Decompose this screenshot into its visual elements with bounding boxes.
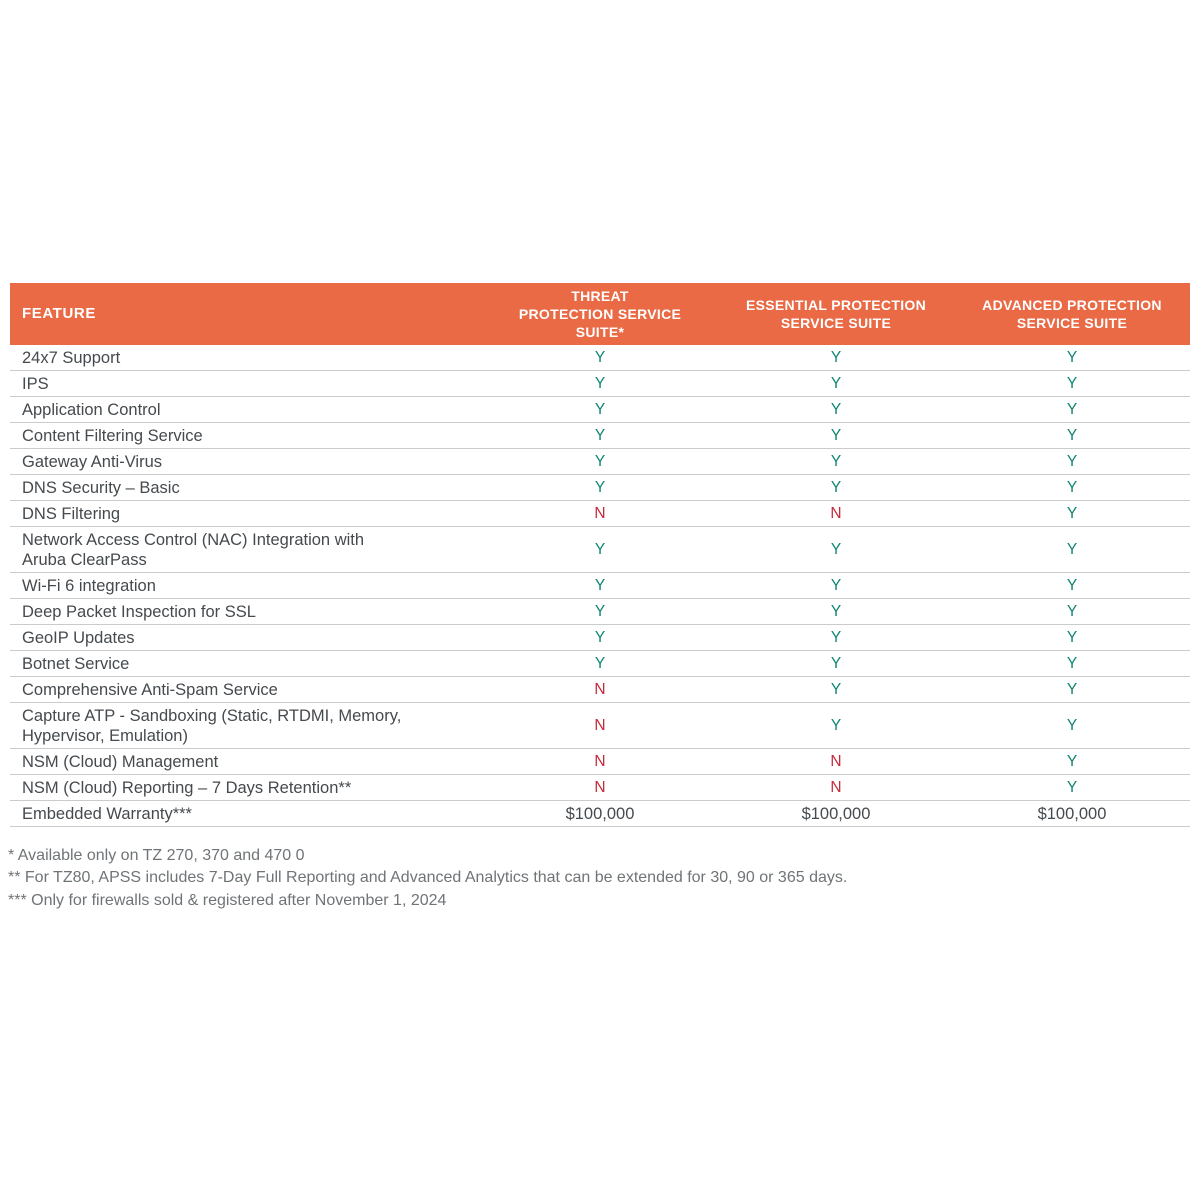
value-cell: Y [594, 400, 606, 418]
value-cell: Y [1066, 778, 1078, 796]
value-cell: $100,000 [801, 804, 871, 823]
value-cell: Y [830, 348, 842, 366]
value-cell: Y [1066, 752, 1078, 770]
table-row: DNS Security – Basic Y Y Y [10, 475, 1190, 501]
table-row: Wi-Fi 6 integration Y Y Y [10, 573, 1190, 599]
table-row: Deep Packet Inspection for SSL Y Y Y [10, 599, 1190, 625]
table-row: Network Access Control (NAC) Integration… [10, 527, 1190, 573]
value-cell: N [594, 752, 606, 770]
value-cell: Y [1066, 452, 1078, 470]
value-cell: Y [594, 478, 606, 496]
value-cell: Y [830, 452, 842, 470]
value-cell: Y [1066, 602, 1078, 620]
feature-cell: Embedded Warranty*** [22, 804, 192, 823]
table-body: 24x7 Support Y Y Y IPS Y Y Y Application Control… [10, 345, 1190, 827]
table-header-row: FEATURE THREAT PROTECTION SERVICE SUITE*… [10, 283, 1190, 345]
value-cell: Y [830, 426, 842, 444]
value-cell: N [830, 778, 842, 796]
feature-cell: Capture ATP - Sandboxing (Static, RTDMI,… [22, 706, 402, 745]
value-cell: Y [594, 374, 606, 392]
value-cell: Y [830, 716, 842, 734]
value-cell: Y [1066, 400, 1078, 418]
feature-cell: NSM (Cloud) Reporting – 7 Days Retention… [22, 778, 352, 797]
value-cell: Y [830, 680, 842, 698]
table-row: DNS Filtering N N Y [10, 501, 1190, 527]
feature-cell: 24x7 Support [22, 348, 121, 367]
header-advanced-protection-service-suite: ADVANCED PROTECTION SERVICE SUITE [982, 297, 1162, 331]
value-cell: Y [1066, 348, 1078, 366]
table-row: Capture ATP - Sandboxing (Static, RTDMI,… [10, 703, 1190, 749]
value-cell: Y [1066, 628, 1078, 646]
header-threat-protection-service-suite: THREAT PROTECTION SERVICE SUITE* [518, 288, 682, 340]
value-cell: N [594, 680, 606, 698]
value-cell: Y [830, 478, 842, 496]
value-cell: Y [594, 348, 606, 366]
feature-cell: Wi-Fi 6 integration [22, 576, 156, 595]
value-cell: Y [1066, 576, 1078, 594]
feature-cell: GeoIP Updates [22, 628, 135, 647]
value-cell: Y [594, 540, 606, 558]
value-cell: Y [830, 540, 842, 558]
value-cell: Y [1066, 716, 1078, 734]
footnote-1: * Available only on TZ 270, 370 and 470 … [8, 847, 305, 864]
feature-cell: DNS Security – Basic [22, 478, 180, 497]
feature-cell: Gateway Anti-Virus [22, 452, 163, 471]
value-cell: $100,000 [1037, 804, 1107, 823]
value-cell: Y [830, 400, 842, 418]
value-cell: Y [594, 602, 606, 620]
table-row: IPS Y Y Y [10, 371, 1190, 397]
footnote-3: *** Only for firewalls sold & registered… [8, 891, 447, 909]
comparison-table: FEATURE THREAT PROTECTION SERVICE SUITE*… [10, 283, 1190, 827]
table-row: NSM (Cloud) Management N N Y [10, 749, 1190, 775]
value-cell: $100,000 [565, 804, 635, 823]
table-row: GeoIP Updates Y Y Y [10, 625, 1190, 651]
value-cell: Y [1066, 504, 1078, 522]
header-essential-protection-service-suite: ESSENTIAL PROTECTION SERVICE SUITE [746, 297, 926, 331]
table-row: Botnet Service Y Y Y [10, 651, 1190, 677]
value-cell: Y [1066, 478, 1078, 496]
footnotes: * Available only on TZ 270, 370 and 470 … [8, 845, 1200, 912]
header-feature: FEATURE [22, 305, 96, 322]
table-row: Gateway Anti-Virus Y Y Y [10, 449, 1190, 475]
value-cell: Y [830, 374, 842, 392]
feature-cell: Network Access Control (NAC) Integration… [22, 530, 365, 569]
feature-cell: Comprehensive Anti-Spam Service [22, 680, 278, 699]
value-cell: Y [830, 576, 842, 594]
table-row: 24x7 Support Y Y Y [10, 345, 1190, 371]
table-row: Embedded Warranty*** $100,000 $100,000 $100… [10, 801, 1190, 827]
value-cell: Y [594, 654, 606, 672]
feature-cell: IPS [22, 374, 49, 393]
table-row: Content Filtering Service Y Y Y [10, 423, 1190, 449]
feature-cell: Deep Packet Inspection for SSL [22, 602, 256, 621]
feature-cell: Content Filtering Service [22, 426, 203, 445]
table-row: NSM (Cloud) Reporting – 7 Days Retention… [10, 775, 1190, 801]
value-cell: N [594, 716, 606, 734]
value-cell: N [594, 778, 606, 796]
value-cell: N [830, 752, 842, 770]
value-cell: Y [594, 452, 606, 470]
value-cell: Y [1066, 654, 1078, 672]
table-row: Application Control Y Y Y [10, 397, 1190, 423]
feature-cell: Botnet Service [22, 654, 130, 673]
value-cell: Y [1066, 426, 1078, 444]
value-cell: Y [830, 654, 842, 672]
feature-cell: NSM (Cloud) Management [22, 752, 219, 771]
table-row: Comprehensive Anti-Spam Service N Y Y [10, 677, 1190, 703]
value-cell: Y [830, 628, 842, 646]
value-cell: Y [594, 426, 606, 444]
value-cell: N [594, 504, 606, 522]
value-cell: N [830, 504, 842, 522]
value-cell: Y [594, 576, 606, 594]
value-cell: Y [594, 628, 606, 646]
feature-cell: Application Control [22, 400, 161, 419]
value-cell: Y [1066, 680, 1078, 698]
footnote-2: ** For TZ80, APSS includes 7-Day Full Re… [8, 869, 848, 887]
feature-cell: DNS Filtering [22, 504, 121, 523]
value-cell: Y [1066, 540, 1078, 558]
value-cell: Y [1066, 374, 1078, 392]
value-cell: Y [830, 602, 842, 620]
